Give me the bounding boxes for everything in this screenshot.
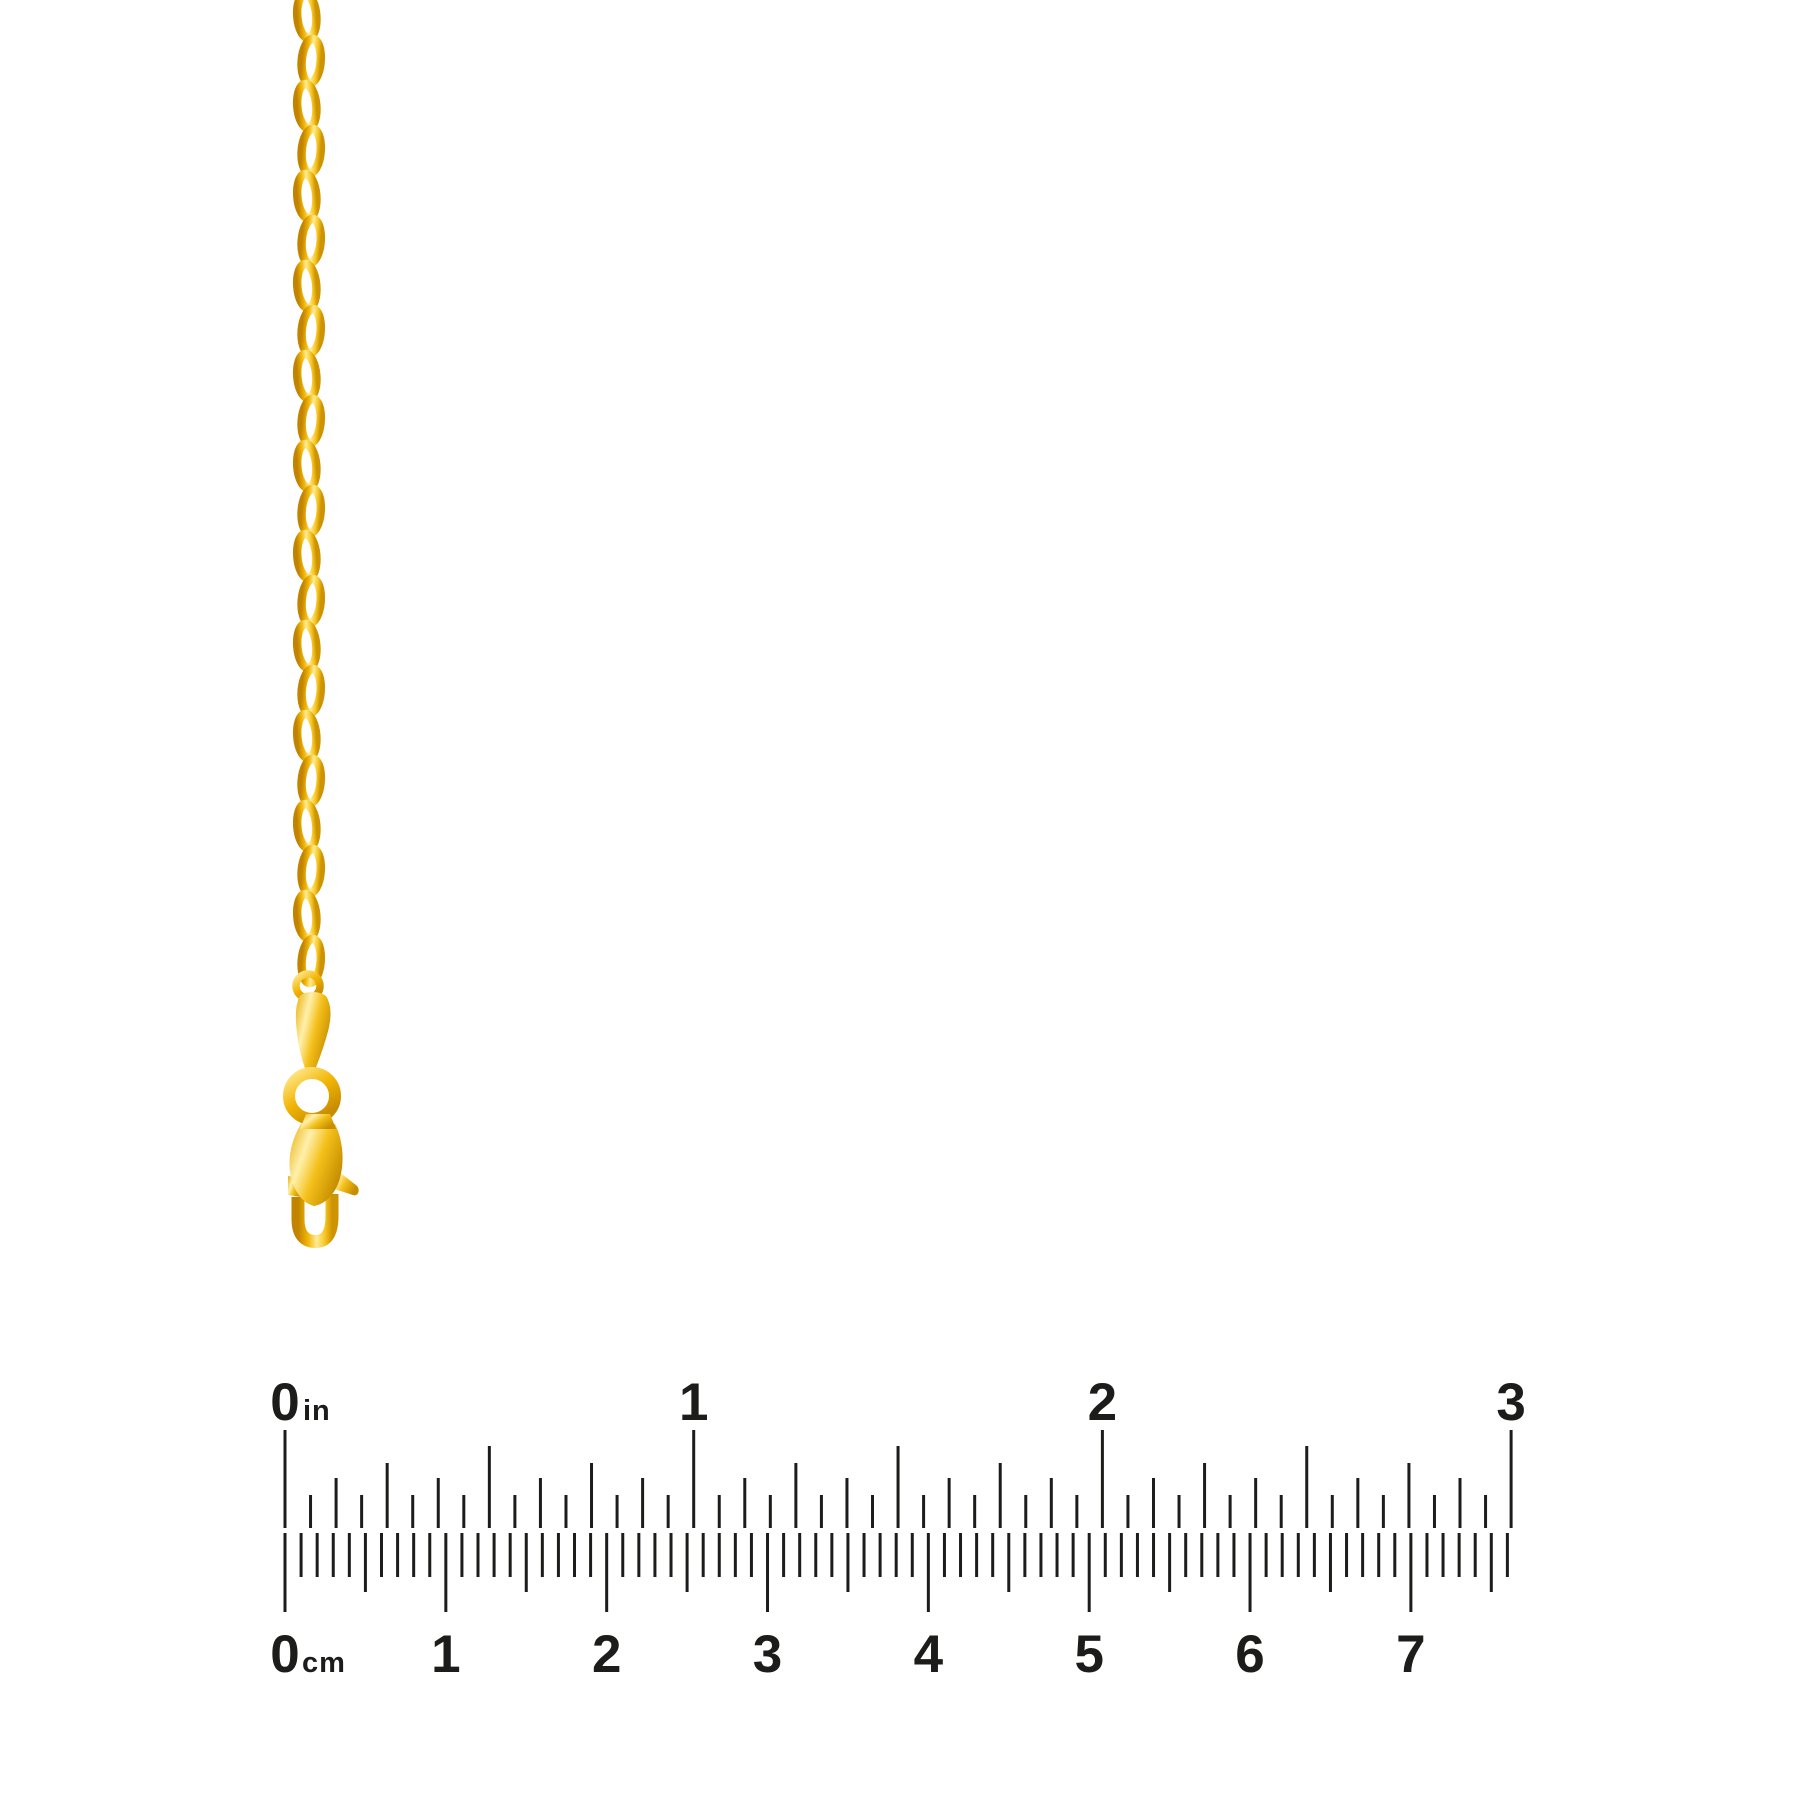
chain-link bbox=[297, 34, 326, 88]
chain-link bbox=[297, 754, 326, 808]
chain-link bbox=[292, 259, 321, 313]
chain-link bbox=[292, 889, 321, 943]
chain-link bbox=[297, 664, 326, 718]
chain-link bbox=[297, 394, 326, 448]
gold-chain bbox=[292, 0, 326, 988]
ruler: 0 1 2 3 0 1 2 3 4 5 6 7 in cm bbox=[270, 1373, 1526, 1684]
inch-label: 0 bbox=[270, 1373, 299, 1432]
cm-label: 0 bbox=[270, 1625, 299, 1684]
chain-link bbox=[292, 169, 321, 223]
clasp-neck bbox=[300, 1114, 336, 1129]
chain-link bbox=[297, 574, 326, 628]
clasp-hook bbox=[291, 1194, 339, 1249]
cm-scale bbox=[283, 1533, 1509, 1612]
chain-link bbox=[297, 304, 326, 358]
chain-link bbox=[297, 934, 326, 988]
chain-link bbox=[297, 214, 326, 268]
chain-link bbox=[292, 79, 321, 133]
cm-label: 6 bbox=[1235, 1625, 1264, 1684]
chain-link bbox=[292, 0, 321, 43]
chain-link bbox=[292, 439, 321, 493]
cm-label: 4 bbox=[914, 1625, 944, 1684]
chain-link bbox=[297, 484, 326, 538]
jump-ring bbox=[283, 1067, 341, 1125]
chain-link bbox=[292, 529, 321, 583]
chain-end-cap bbox=[295, 992, 331, 1076]
chain-link bbox=[297, 124, 326, 178]
inch-label: 2 bbox=[1088, 1373, 1117, 1432]
inch-unit-label: in bbox=[303, 1395, 331, 1427]
cm-label: 7 bbox=[1396, 1625, 1425, 1684]
cm-label: 1 bbox=[431, 1625, 460, 1684]
inch-scale bbox=[283, 1430, 1513, 1528]
cm-label: 2 bbox=[592, 1625, 621, 1684]
chain-link bbox=[292, 349, 321, 403]
inch-label: 3 bbox=[1496, 1373, 1525, 1432]
inch-label: 1 bbox=[679, 1373, 708, 1432]
chain-link bbox=[297, 844, 326, 898]
inch-labels: 0 1 2 3 bbox=[270, 1373, 1526, 1432]
cm-label: 3 bbox=[753, 1625, 782, 1684]
chain-link bbox=[292, 799, 321, 853]
cm-labels: 0 1 2 3 4 5 6 7 bbox=[270, 1625, 1425, 1684]
chain-link bbox=[292, 709, 321, 763]
cm-unit-label: cm bbox=[302, 1647, 346, 1679]
lobster-clasp bbox=[288, 1114, 359, 1249]
clasp-body bbox=[289, 1124, 343, 1206]
cm-label: 5 bbox=[1074, 1625, 1103, 1684]
chain-link bbox=[292, 619, 321, 673]
